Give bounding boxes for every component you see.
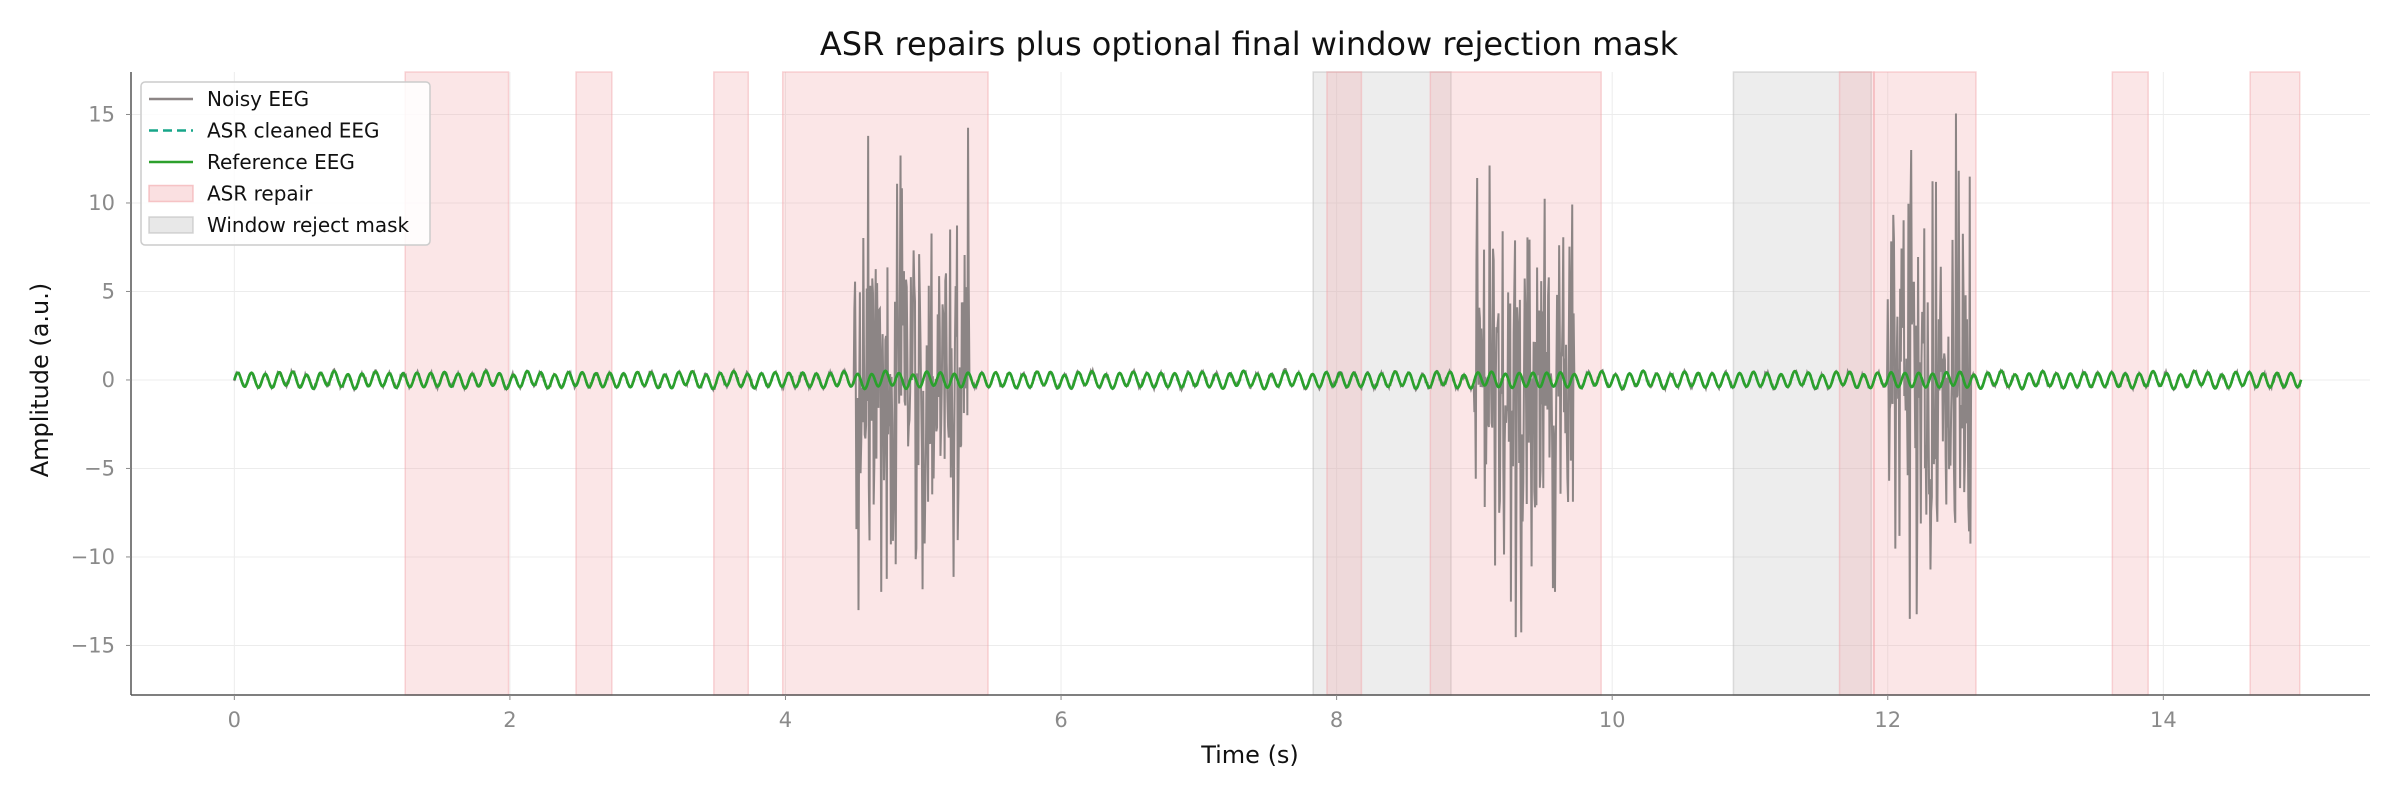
x-tick-label: 6 [1054, 708, 1067, 732]
y-tick-label: −15 [71, 633, 115, 657]
chart-title: ASR repairs plus optional final window r… [820, 25, 1679, 63]
legend-label-window-reject-mask: Window reject mask [207, 213, 410, 237]
x-tick-label: 14 [2150, 708, 2177, 732]
y-tick-label: 15 [88, 102, 115, 126]
axes [130, 72, 2370, 696]
x-axis-label: Time (s) [1200, 741, 1299, 769]
y-axis-label: Amplitude (a.u.) [26, 283, 54, 478]
x-tick-label: 12 [1874, 708, 1901, 732]
y-tick-label: 5 [102, 279, 115, 303]
series-reference-eeg [233, 369, 2303, 391]
shaded-regions [404, 71, 2301, 696]
grid [131, 72, 2370, 695]
y-tick-label: 10 [88, 191, 115, 215]
legend-label-asr-repair: ASR repair [207, 182, 313, 206]
legend-swatch-asr-repair [148, 184, 194, 203]
legend-swatch-window-reject-mask [148, 216, 194, 234]
x-tick-label: 10 [1599, 708, 1626, 732]
legend-box [140, 81, 431, 246]
x-tick-label: 0 [228, 708, 241, 732]
tick-labels: 0 2 4 6 8 10 12 14 −15 −10 −5 0 5 10 15 [71, 102, 2177, 732]
legend-label-reference-eeg: Reference EEG [207, 150, 355, 174]
legend: Noisy EEG ASR cleaned EEG Reference EEG ASR… [140, 81, 431, 246]
y-tick-label: −5 [84, 456, 115, 480]
y-tick-label: −10 [71, 545, 115, 569]
x-tick-label: 8 [1330, 708, 1343, 732]
y-tick-label: 0 [102, 368, 115, 392]
legend-label-asr-cleaned-eeg: ASR cleaned EEG [207, 119, 380, 143]
x-tick-label: 2 [503, 708, 516, 732]
plot-lines [233, 113, 2303, 638]
legend-label-noisy-eeg: Noisy EEG [207, 87, 309, 111]
x-tick-label: 4 [779, 708, 792, 732]
